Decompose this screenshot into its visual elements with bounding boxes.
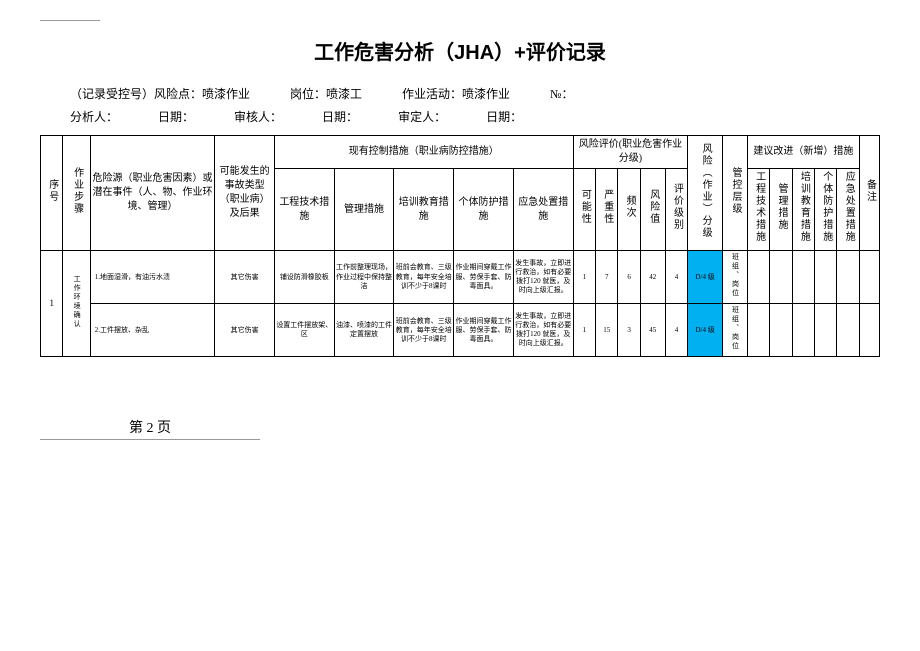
th-train: 培训教育措施 [394, 169, 454, 251]
cell-s-eng [747, 304, 769, 357]
meta-post: 岗位：喷漆工 [290, 85, 362, 102]
cell-emerg: 发生事故，立即进行救治，如有必要拨打120 就医，及时向上级汇报。 [513, 304, 573, 357]
cell-train: 班前会教育、三级教育，每年安全培训不少于8课时 [394, 304, 454, 357]
cell-s-mgmt [770, 304, 792, 357]
meta-activity: 作业活动：喷漆作业 [402, 85, 510, 102]
cell-hazard: 2.工件摆放、杂乱 [90, 304, 214, 357]
meta-analyst: 分析人： [70, 108, 118, 125]
cell-hazard: 1.地面湿滑，有油污水渍 [90, 251, 214, 304]
cell-seq: 1 [41, 251, 63, 357]
cell-accident: 其它伤害 [215, 304, 275, 357]
cell-s-ppe [815, 304, 837, 357]
th-sev: 严重性 [596, 169, 618, 251]
cell-s-train [792, 304, 814, 357]
cell-s-train [792, 251, 814, 304]
th-ctrllevel: 管控层级 [723, 136, 748, 251]
cell-freq: 3 [618, 304, 640, 357]
th-emerg: 应急处置措施 [513, 169, 573, 251]
th-s-ppe: 个体防护措施 [815, 169, 837, 251]
meta-reviewer: 审核人： [234, 108, 282, 125]
page-footer: 第 2 页 [40, 417, 260, 440]
cell-s-ppe [815, 251, 837, 304]
th-s-emerg: 应急处置措施 [837, 169, 859, 251]
cell-mgmt: 油漆、喷漆的工件定置摆放 [334, 304, 394, 357]
th-evalgrade: 评价级别 [665, 169, 687, 251]
meta-row-2: 分析人： 日期： 审核人： 日期： 审定人： 日期： [40, 108, 880, 125]
cell-riskgrade: D/4 级 [688, 304, 723, 357]
th-s-train: 培训教育措施 [792, 169, 814, 251]
th-seq: 序号 [41, 136, 63, 251]
th-suggest: 建议改进（新增）措施 [747, 136, 859, 169]
cell-step: 工作环境确认 [63, 251, 90, 357]
cell-remark [859, 251, 879, 304]
th-step: 作业步骤 [63, 136, 90, 251]
th-hazard: 危险源（职业危害因素）或潜在事件（人、物、作业环境、管理） [90, 136, 214, 251]
th-s-eng: 工程技术措施 [747, 169, 769, 251]
th-poss: 可能性 [573, 169, 595, 251]
cell-mgmt: 工作前整理现场，作业过程中保持整洁 [334, 251, 394, 304]
cell-ppe: 作业期间穿戴工作服、劳保手套、防毒面具。 [454, 304, 514, 357]
cell-riskgrade: D/4 级 [688, 251, 723, 304]
th-riskeval: 风险评价(职业危害作业分级) [573, 136, 688, 169]
th-freq: 频次 [618, 169, 640, 251]
cell-s-emerg [837, 251, 859, 304]
meta-risk-point: （记录受控号）风险点：喷漆作业 [70, 85, 250, 102]
cell-emerg: 发生事故，立即进行救治，如有必要拨打120 就医，及时向上级汇报。 [513, 251, 573, 304]
cell-riskval: 42 [640, 251, 665, 304]
cell-poss: 1 [573, 304, 595, 357]
meta-row-1: （记录受控号）风险点：喷漆作业 岗位：喷漆工 作业活动：喷漆作业 №： [40, 85, 880, 102]
cell-ppe: 作业期间穿戴工作服、劳保手套、防毒面具。 [454, 251, 514, 304]
cell-eng: 铺设防滑橡胶板 [274, 251, 334, 304]
th-riskval: 风险值 [640, 169, 665, 251]
cell-sev: 7 [596, 251, 618, 304]
th-s-mgmt: 管理措施 [770, 169, 792, 251]
header-row-1: 序号 作业步骤 危险源（职业危害因素）或潜在事件（人、物、作业环境、管理） 可能… [41, 136, 880, 169]
meta-date1: 日期： [158, 108, 194, 125]
cell-s-mgmt [770, 251, 792, 304]
th-riskgrade: 风险（作业）分级 [688, 136, 723, 251]
cell-train: 班前会教育、三级教育，每年安全培训不少于8课时 [394, 251, 454, 304]
cell-s-emerg [837, 304, 859, 357]
th-eng: 工程技术措施 [274, 169, 334, 251]
cell-remark [859, 304, 879, 357]
meta-date2: 日期： [322, 108, 358, 125]
cell-sev: 15 [596, 304, 618, 357]
th-accident: 可能发生的事故类型（职业病）及后果 [215, 136, 275, 251]
table-row: 2.工件摆放、杂乱 其它伤害 设置工件摆放架、区 油漆、喷漆的工件定置摆放 班前… [41, 304, 880, 357]
th-current: 现有控制措施（职业病防控措施） [274, 136, 573, 169]
cell-freq: 6 [618, 251, 640, 304]
cell-ctrllevel: 班组、岗位 [723, 304, 748, 357]
cell-ctrllevel: 班组、岗位 [723, 251, 748, 304]
document-title: 工作危害分析（JHA）+评价记录 [40, 36, 880, 65]
th-ppe: 个体防护措施 [454, 169, 514, 251]
cell-accident: 其它伤害 [215, 251, 275, 304]
meta-number: №： [550, 85, 573, 102]
cell-poss: 1 [573, 251, 595, 304]
th-remark: 备注 [859, 136, 879, 251]
top-rule [40, 20, 100, 21]
jha-table: 序号 作业步骤 危险源（职业危害因素）或潜在事件（人、物、作业环境、管理） 可能… [40, 135, 880, 357]
cell-evalgrade: 4 [665, 251, 687, 304]
cell-riskval: 45 [640, 304, 665, 357]
th-mgmt: 管理措施 [334, 169, 394, 251]
meta-approver: 审定人： [398, 108, 446, 125]
cell-evalgrade: 4 [665, 304, 687, 357]
table-row: 1 工作环境确认 1.地面湿滑，有油污水渍 其它伤害 铺设防滑橡胶板 工作前整理… [41, 251, 880, 304]
meta-date3: 日期： [486, 108, 522, 125]
cell-eng: 设置工件摆放架、区 [274, 304, 334, 357]
cell-s-eng [747, 251, 769, 304]
